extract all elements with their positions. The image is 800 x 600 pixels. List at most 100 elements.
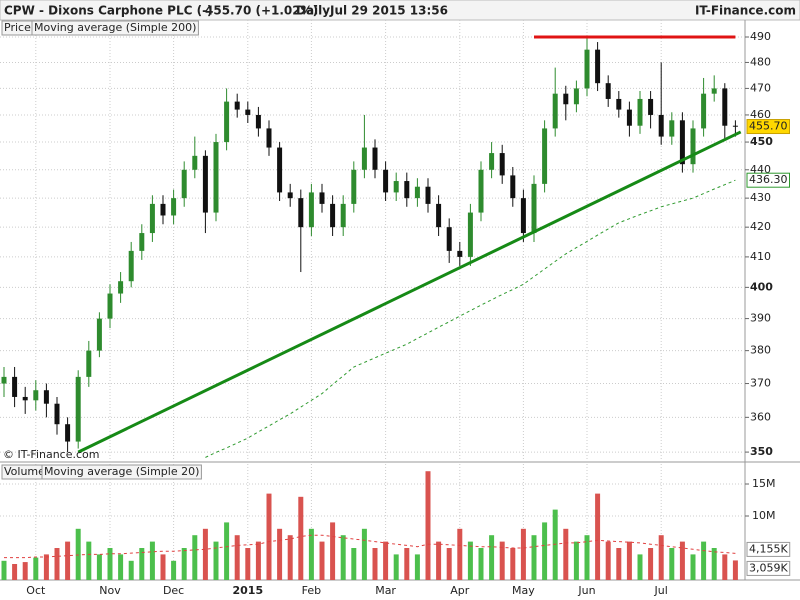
y-tick-label: 440 — [750, 163, 771, 176]
volume-bar — [669, 548, 675, 580]
y-tick-label: 400 — [750, 280, 773, 293]
volume-bar — [33, 557, 39, 580]
candle-body — [181, 169, 187, 199]
volume-bar — [22, 562, 28, 580]
volume-bar — [383, 541, 389, 580]
candle-body — [255, 114, 261, 129]
volume-bar — [573, 541, 579, 580]
volume-bar — [340, 535, 346, 580]
brand: IT-Finance.com — [695, 4, 796, 18]
y-tick-label: 470 — [750, 81, 771, 94]
volume-bar — [245, 548, 251, 580]
volume-bar — [12, 564, 18, 580]
volume-bar — [722, 554, 728, 580]
x-tick-label: Dec — [163, 584, 184, 597]
x-tick-label: 2015 — [232, 584, 263, 597]
candle-body — [404, 181, 410, 199]
candle-body — [319, 192, 325, 204]
candle-body — [531, 183, 537, 234]
y-tick-label: 430 — [750, 191, 771, 204]
x-tick-label: Feb — [302, 584, 321, 597]
candle-body — [658, 114, 664, 137]
ma-label-box — [746, 172, 790, 188]
x-tick-label: May — [512, 584, 535, 597]
candle-body — [605, 83, 611, 99]
volume-bar — [118, 554, 124, 580]
y-tick-label: 410 — [750, 250, 771, 263]
ma-label: 436.30 — [749, 173, 788, 186]
volume-bar — [234, 535, 240, 580]
candle-body — [202, 155, 208, 213]
volume-bar — [213, 541, 219, 580]
candle-body — [1, 376, 7, 384]
volume-bar — [658, 535, 664, 580]
candle-body — [637, 98, 643, 126]
volume-bar — [552, 509, 558, 580]
candle-body — [96, 318, 102, 351]
candle-body — [224, 101, 230, 143]
volume-bar — [679, 541, 685, 580]
volume-bar — [425, 471, 431, 580]
volume-bar — [308, 528, 314, 580]
candle-body — [266, 128, 272, 148]
candle-body — [234, 101, 240, 110]
x-tick-label: Apr — [450, 584, 470, 597]
candle-body — [65, 424, 71, 442]
volume-bar — [732, 560, 738, 580]
candle-body — [308, 192, 314, 228]
volume-bar — [351, 548, 357, 580]
legend-entry-box — [41, 464, 202, 480]
y-tick-label: 10M — [752, 509, 776, 522]
volume-bar — [319, 541, 325, 580]
candle-body — [732, 125, 738, 127]
candle-body — [711, 88, 717, 94]
volume-bar — [499, 541, 505, 580]
y-tick-label: 350 — [750, 445, 773, 458]
candle-body — [12, 376, 18, 397]
volume-bar — [467, 541, 473, 580]
volume-bar — [75, 528, 81, 580]
candle-body — [361, 147, 367, 170]
volume-bar — [605, 541, 611, 580]
candle-body — [393, 181, 399, 193]
y-tick-label: 380 — [750, 344, 771, 357]
volume-bar — [372, 548, 378, 580]
candle-body — [489, 153, 495, 170]
candle-body — [478, 169, 484, 213]
volume-bar — [616, 548, 622, 580]
candle-body — [351, 169, 357, 204]
candle-body — [107, 293, 113, 319]
volume-bar — [711, 548, 717, 580]
legend-entry: Volume — [4, 465, 45, 478]
y-tick-label: 460 — [750, 108, 771, 121]
volume-bar — [171, 560, 177, 580]
volume-label: 3,059K — [749, 561, 788, 574]
volume-bar — [510, 548, 516, 580]
volume-average — [4, 534, 736, 559]
volume-bar — [255, 541, 261, 580]
x-tick-label: Oct — [26, 584, 46, 597]
volume-bar — [65, 541, 71, 580]
panel-label: Price — [4, 21, 31, 34]
volume-bar — [489, 535, 495, 580]
volume-bar — [287, 535, 293, 580]
trendline — [77, 130, 742, 454]
candle-body — [192, 155, 198, 170]
candle-body — [33, 390, 39, 401]
volume-bar — [436, 541, 442, 580]
volume-bar — [446, 548, 452, 580]
last-price-label: 455.70 — [749, 120, 788, 133]
volume-bar — [361, 528, 367, 580]
candle-body — [287, 192, 293, 199]
volume-bar — [563, 528, 569, 580]
x-tick-label: Mar — [375, 584, 396, 597]
volume-bar — [626, 541, 632, 580]
legend-entry-box — [31, 20, 199, 36]
volume-bar — [139, 548, 145, 580]
legend-entry: Moving average (Simple 20) — [44, 465, 199, 478]
volume-bar — [202, 528, 208, 580]
candle-body — [584, 49, 590, 89]
candle-body — [139, 233, 145, 251]
datetime: Jul 29 2015 13:56 — [329, 4, 448, 18]
